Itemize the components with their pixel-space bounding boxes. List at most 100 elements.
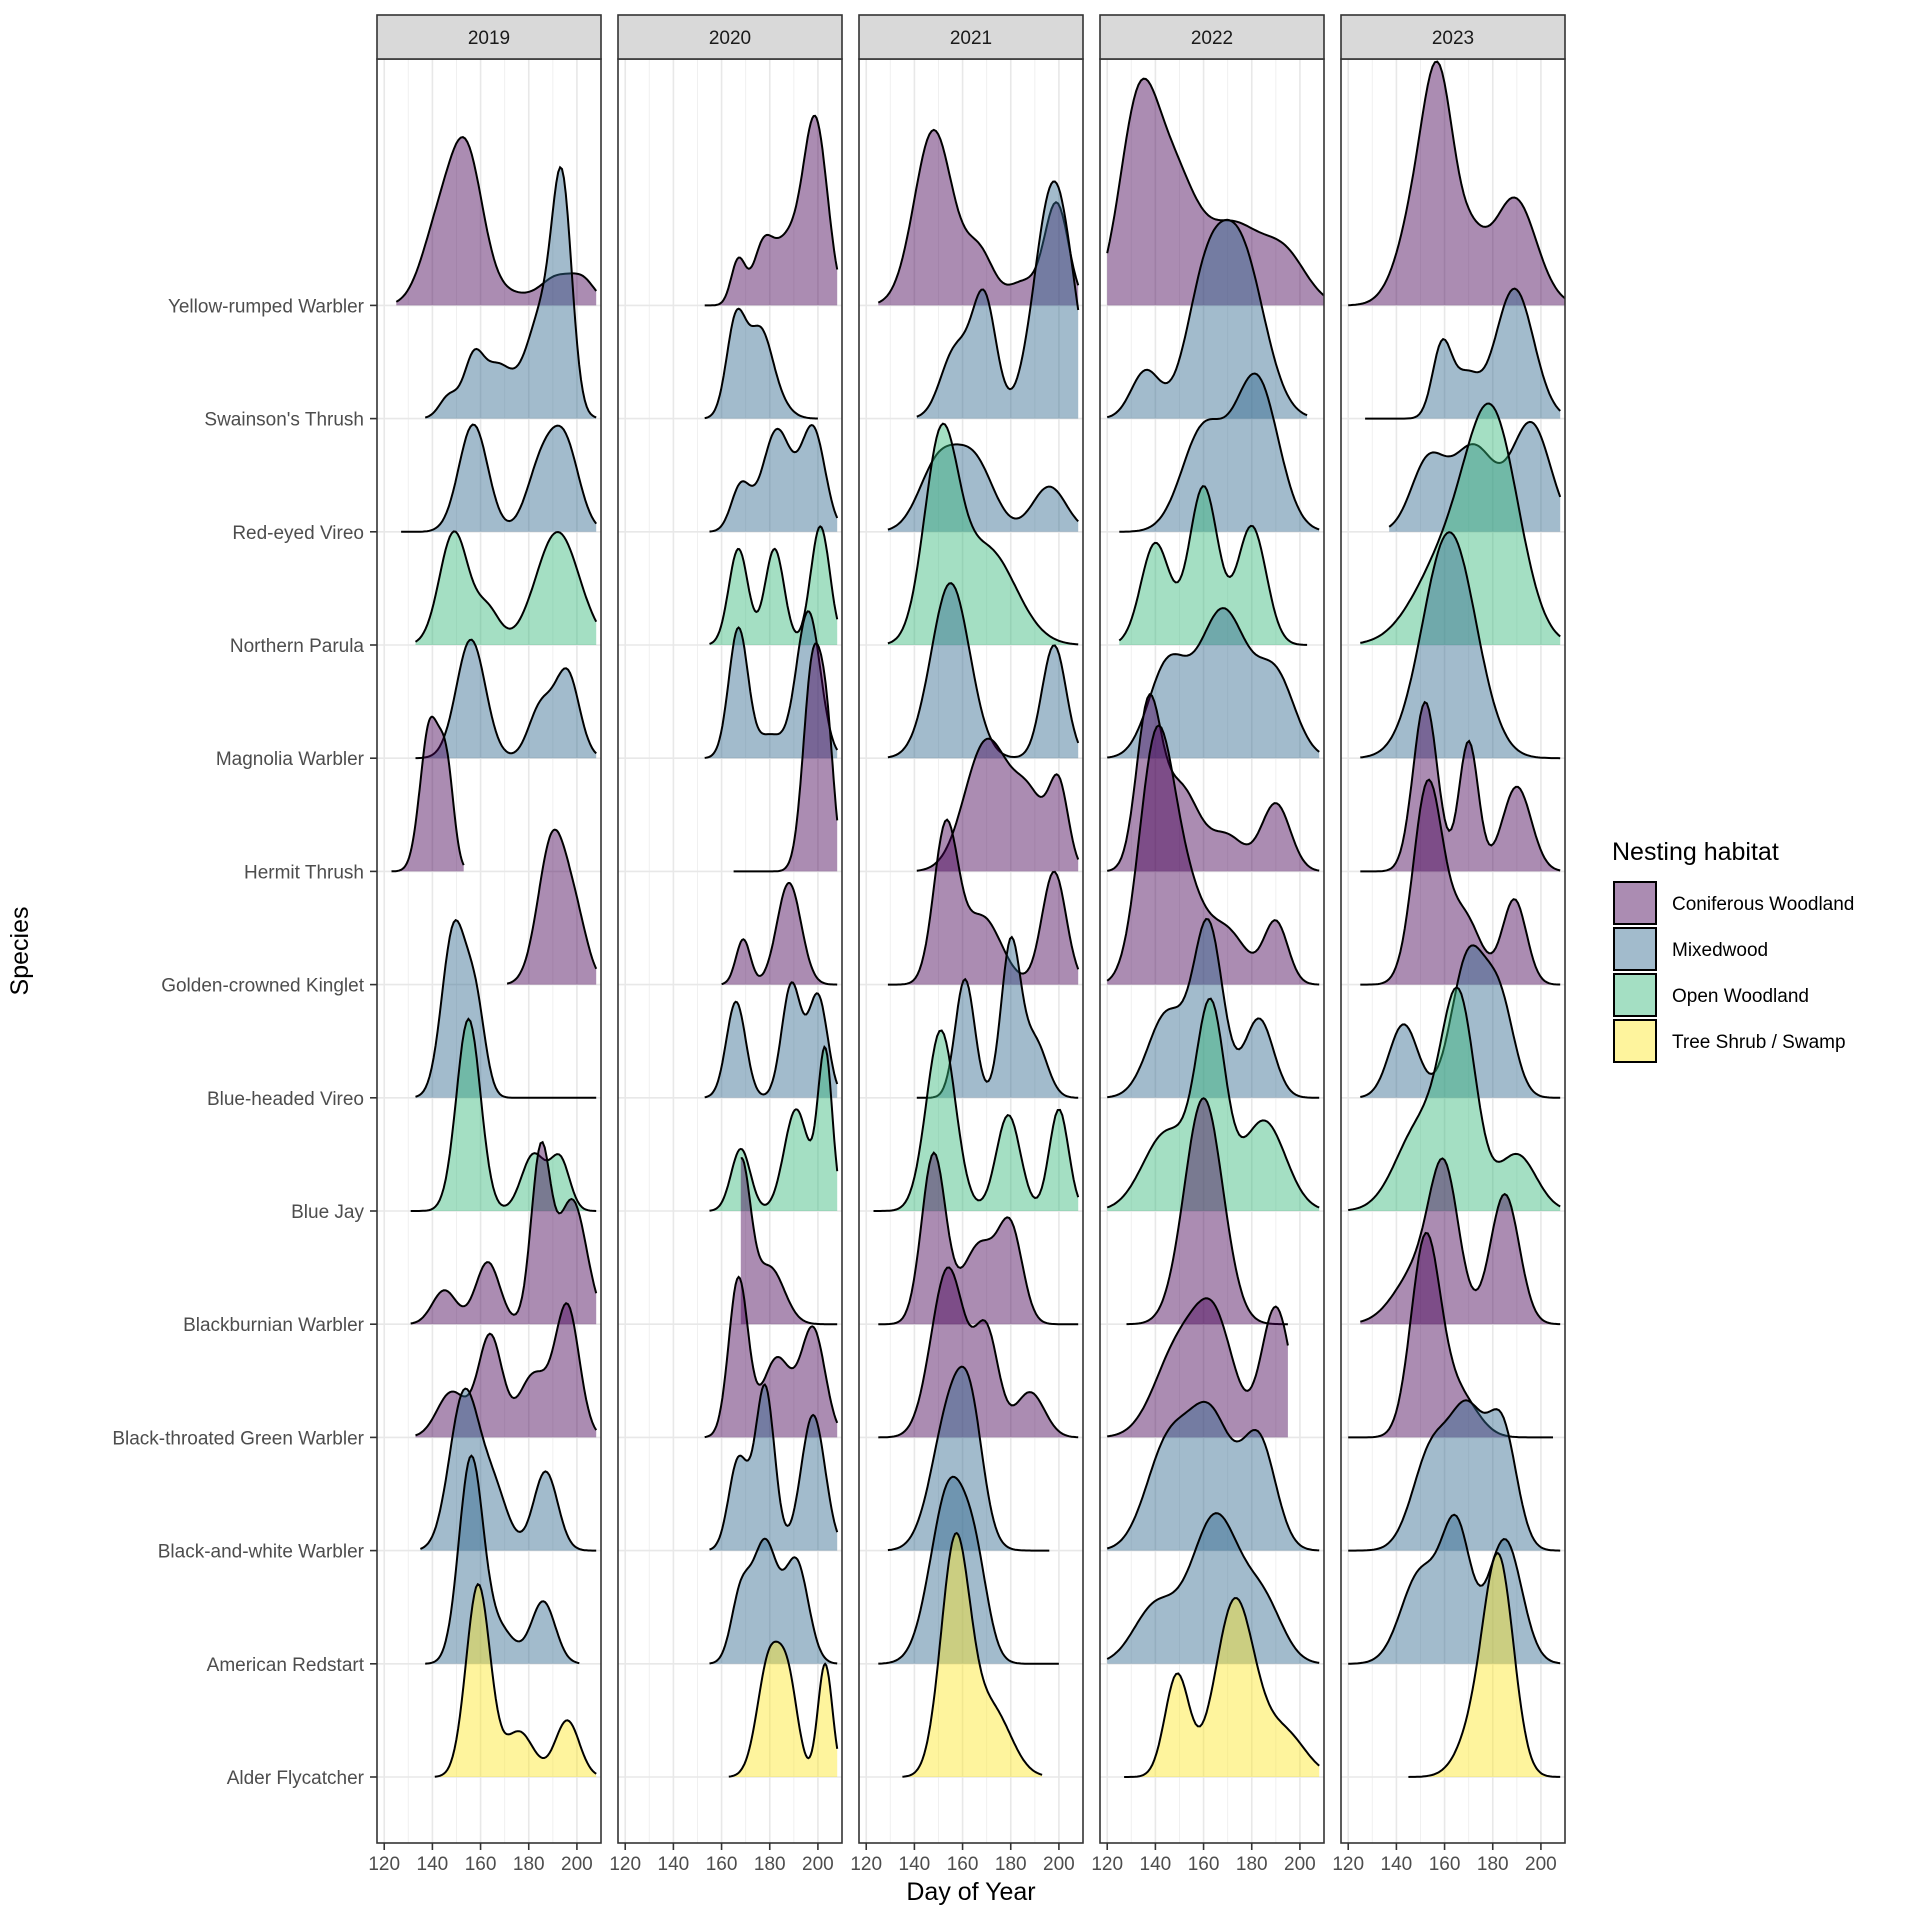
ridge-line-hermit-thrush-2021 (916, 737, 1080, 872)
x-tick-label: 180 (995, 1854, 1027, 1875)
ridge-line-american-redstart-2023 (1348, 1513, 1561, 1665)
ridge-line-swainson-s-thrush-2022 (1106, 218, 1308, 419)
ridge-line-black-and-white-warbler-2023 (1348, 1399, 1561, 1552)
ridge-fill-red-eyed-vireo-2021 (887, 444, 1079, 532)
ridge-fill-black-throated-green-warbler-2022 (1107, 1298, 1288, 1438)
ridge-line-yellow-rumped-warbler-2022 (1106, 77, 1324, 297)
ridge-fill-blue-jay-2022 (1107, 998, 1320, 1211)
facet-strip (617, 14, 843, 60)
ridge-line-blue-jay-2022 (1106, 997, 1320, 1209)
ridge-line-hermit-thrush-2020 (733, 642, 839, 873)
facet-strip-label: 2022 (1191, 28, 1233, 49)
y-tick-label: Black-throated Green Warbler (112, 1428, 364, 1449)
legend: Nesting habitat Coniferous Woodland Mixed… (1612, 838, 1854, 1063)
ridge-line-blue-jay-2020 (709, 1045, 839, 1212)
legend-key (1613, 1019, 1657, 1063)
ridge-fill-alder-flycatcher-2022 (1124, 1598, 1320, 1777)
ridge-fill-hermit-thrush-2022 (1107, 694, 1320, 872)
y-tick-label: Hermit Thrush (244, 862, 364, 883)
ridge-fill-blue-headed-vireo-2021 (916, 937, 1079, 1098)
ridge-line-red-eyed-vireo-2023 (1388, 420, 1562, 528)
ridge-fill-black-and-white-warbler-2019 (420, 1388, 597, 1551)
ridge-fill-alder-flycatcher-2019 (434, 1584, 597, 1777)
y-tick-label: Blue-headed Vireo (207, 1089, 364, 1110)
x-axis-title: Day of Year (906, 1878, 1035, 1906)
ridge-line-northern-parula-2022 (1118, 485, 1308, 646)
ridge-line-alder-flycatcher-2020 (728, 1640, 839, 1778)
legend-items: Coniferous Woodland Mixedwood Open Woodlan… (1613, 881, 1854, 1063)
x-tick-label: 180 (513, 1854, 545, 1875)
ridge-fill-northern-parula-2022 (1119, 486, 1308, 645)
ridge-fill-magnolia-warbler-2023 (1360, 532, 1561, 759)
ridge-line-hermit-thrush-2023 (1360, 700, 1561, 873)
ridge-line-swainson-s-thrush-2021 (916, 180, 1080, 418)
legend-key (1613, 881, 1657, 925)
ridge-fill-american-redstart-2021 (878, 1476, 1059, 1664)
facet-strip-label: 2021 (950, 28, 992, 49)
ridges-2023 (1348, 60, 1565, 1778)
ridge-fill-american-redstart-2023 (1348, 1514, 1561, 1664)
ridge-fill-yellow-rumped-warbler-2022 (1107, 78, 1324, 306)
ridge-line-black-throated-green-warbler-2020 (704, 1275, 839, 1439)
ridge-fill-blackburnian-warbler-2019 (410, 1142, 597, 1325)
panel-background (859, 59, 1083, 1843)
y-axis-title: Species (6, 907, 34, 996)
y-axis: Alder Flycatcher American Redstart Black-a… (112, 296, 377, 1789)
ridge-line-blue-headed-vireo-2022 (1107, 917, 1320, 1099)
x-tick-label: 200 (802, 1854, 834, 1875)
x-tick-label: 140 (658, 1854, 690, 1875)
x-tick-label: 120 (1091, 1854, 1123, 1875)
ridge-line-hermit-thrush-2019 (391, 715, 465, 873)
ridge-fill-hermit-thrush-2019 (391, 716, 464, 872)
ridge-line-red-eyed-vireo-2021 (887, 443, 1079, 531)
ridge-fill-swainson-s-thrush-2023 (1365, 288, 1561, 419)
ridge-line-yellow-rumped-warbler-2021 (877, 128, 1080, 304)
x-tick-label: 200 (1525, 1854, 1557, 1875)
x-tick-label: 160 (947, 1854, 979, 1875)
y-tick-label: Blue Jay (291, 1202, 364, 1223)
ridge-fill-golden-crowned-kinglet-2022 (1107, 725, 1320, 985)
ridge-fill-blue-headed-vireo-2020 (704, 982, 838, 1098)
facet-panel-2023: 2023 120 140 160 180 200 (1332, 14, 1566, 1875)
y-tick-label: Alder Flycatcher (227, 1768, 365, 1789)
ridge-fill-blue-jay-2019 (410, 1018, 597, 1211)
ridge-line-american-redstart-2022 (1106, 1512, 1320, 1664)
ridge-fill-blackburnian-warbler-2020 (740, 1158, 838, 1325)
ridge-fill-american-redstart-2020 (709, 1538, 838, 1664)
ridge-fill-northern-parula-2019 (415, 531, 597, 645)
y-tick-label: Golden-crowned Kinglet (161, 976, 365, 997)
ridge-line-red-eyed-vireo-2019 (401, 423, 598, 533)
x-tick-label: 160 (706, 1854, 738, 1875)
y-tick-label: Magnolia Warbler (216, 749, 365, 770)
x-tick-label: 160 (1429, 1854, 1461, 1875)
facet-panel-2021: 2021 120 140 160 180 200 (850, 14, 1084, 1875)
legend-key (1613, 973, 1657, 1017)
ridge-line-swainson-s-thrush-2023 (1365, 287, 1561, 420)
ridge-line-black-throated-green-warbler-2019 (415, 1301, 598, 1437)
x-tick-label: 140 (1140, 1854, 1172, 1875)
ridge-line-golden-crowned-kinglet-2022 (1106, 724, 1320, 986)
ridge-line-blue-headed-vireo-2019 (415, 918, 597, 1099)
ridge-line-magnolia-warbler-2020 (704, 610, 839, 759)
ridge-fill-golden-crowned-kinglet-2021 (887, 819, 1079, 985)
ridge-line-black-and-white-warbler-2019 (420, 1387, 597, 1552)
ridge-fill-black-throated-green-warbler-2021 (878, 1267, 1079, 1438)
ridge-line-red-eyed-vireo-2022 (1119, 372, 1320, 533)
x-tick-label: 200 (1043, 1854, 1075, 1875)
ridge-line-american-redstart-2020 (709, 1537, 838, 1665)
ridge-fill-yellow-rumped-warbler-2019 (396, 137, 597, 306)
legend-title: Nesting habitat (1612, 838, 1779, 866)
ridge-fill-northern-parula-2021 (887, 423, 1079, 645)
ridge-line-blue-jay-2021 (873, 1029, 1080, 1212)
ridge-fill-black-throated-green-warbler-2019 (415, 1303, 597, 1438)
ridge-line-blue-headed-vireo-2023 (1360, 944, 1561, 1099)
ridge-line-black-throated-green-warbler-2023 (1348, 1231, 1553, 1439)
ridge-line-yellow-rumped-warbler-2019 (395, 136, 598, 303)
ridge-fill-black-throated-green-warbler-2020 (704, 1276, 838, 1438)
x-tick-label: 140 (1381, 1854, 1413, 1875)
y-tick-label: Northern Parula (230, 636, 365, 657)
ridge-fill-swainson-s-thrush-2021 (916, 181, 1079, 419)
ridge-line-blue-headed-vireo-2020 (704, 981, 839, 1099)
ridge-fill-blue-jay-2023 (1348, 987, 1561, 1211)
